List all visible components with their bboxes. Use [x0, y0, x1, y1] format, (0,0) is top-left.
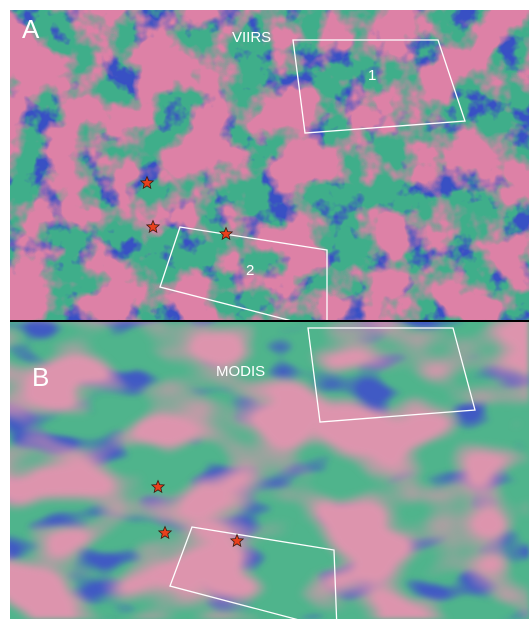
panel-label: A — [22, 14, 40, 44]
panel-a: A VIIRS 1 2 — [10, 10, 529, 330]
region-label: 1 — [368, 67, 376, 84]
panel-b: B MODIS — [10, 322, 529, 619]
figure: A VIIRS 1 2 B MODIS — [0, 0, 529, 619]
forest-layer — [10, 10, 529, 320]
region-label: 2 — [246, 262, 254, 279]
sensor-label: VIIRS — [232, 29, 271, 46]
page: A VIIRS 1 2 B MODIS (() => { const data … — [0, 0, 529, 619]
sensor-label: MODIS — [216, 363, 265, 380]
panel-label: B — [32, 362, 49, 392]
forest-layer — [10, 322, 529, 619]
